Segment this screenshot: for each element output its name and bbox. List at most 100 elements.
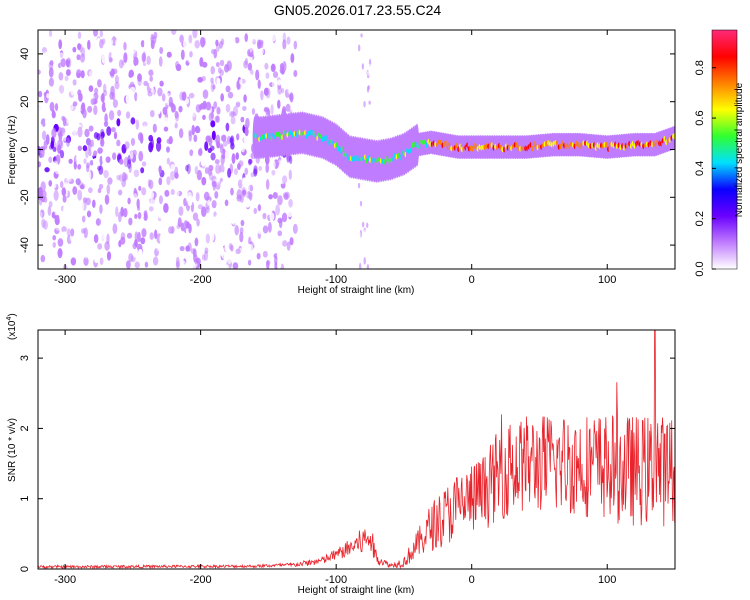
- heatmap-noise-cell: [205, 206, 210, 214]
- heatmap-noise-cell: [181, 260, 187, 269]
- heatmap-noise-cell: [85, 197, 91, 206]
- heatmap-noise-cell: [116, 118, 121, 127]
- heatmap-noise-cell: [170, 170, 175, 181]
- heatmap-noise-cell: [174, 249, 180, 257]
- heatmap-noise-cell: [242, 105, 247, 112]
- heatmap-noise-cell: [188, 223, 192, 234]
- heatmap-noise-cell: [159, 151, 164, 157]
- heatmap-noise-cell: [115, 206, 119, 218]
- heatmap-noise-cell: [262, 225, 269, 234]
- heatmap-noise-cell: [250, 172, 255, 178]
- heatmap-noise-cell: [77, 189, 83, 201]
- heatmap-noise-cell: [265, 178, 270, 190]
- heatmap-noise-cell: [79, 201, 85, 211]
- heatmap-noise-cell: [51, 127, 57, 139]
- heatmap-noise-cell: [123, 52, 128, 63]
- heatmap-noise-cell: [191, 124, 196, 136]
- heatmap-noise-cell: [62, 205, 67, 213]
- snr-ytick-label: 3: [19, 355, 31, 361]
- heatmap-noise-cell: [110, 72, 115, 79]
- heatmap-noise-cell: [59, 180, 64, 189]
- heatmap-noise-cell: [247, 224, 252, 232]
- heatmap-noise-cell: [240, 258, 245, 265]
- heatmap-noise-cell: [113, 131, 118, 140]
- heatmap-noise-cell: [92, 245, 98, 252]
- heatmap-noise-cell: [277, 257, 282, 269]
- heatmap-noise-cell: [138, 150, 144, 162]
- heatmap-noise-cell: [150, 138, 155, 149]
- heatmap-noise-cell: [248, 243, 254, 252]
- heatmap-noise-cell: [101, 54, 106, 64]
- heatmap-noise-cell: [93, 105, 98, 116]
- heatmap-noise-cell: [194, 164, 198, 175]
- heatmap-noise-cell: [80, 70, 85, 79]
- heatmap-noise-cell: [41, 47, 47, 54]
- heatmap-noise-cell: [162, 106, 168, 116]
- heatmap-noise-cell: [227, 91, 234, 99]
- heatmap-noise-cell: [287, 208, 293, 218]
- heatmap-noise-cell: [97, 187, 102, 194]
- heatmap-noise-cell: [107, 203, 113, 211]
- heatmap-noise-cell: [128, 253, 134, 263]
- heatmap-noise-cell: [243, 60, 248, 69]
- heatmap-noise-cell: [87, 234, 93, 245]
- heatmap-noise-cell: [54, 103, 59, 111]
- heatmap-noise-cell: [116, 174, 121, 181]
- heatmap-noise-cell: [43, 220, 48, 230]
- heatmap-noise-cell: [162, 236, 168, 245]
- heatmap-noise-cell: [187, 195, 193, 207]
- heatmap-noise-cell: [136, 93, 142, 104]
- heatmap-noise-cell: [54, 86, 58, 96]
- heatmap-noise-cell: [154, 229, 158, 240]
- heatmap-noise-cell: [61, 115, 65, 121]
- heatmap-noise-cell: [188, 92, 195, 99]
- heatmap-noise-cell: [137, 36, 143, 42]
- heatmap-noise-cell: [207, 135, 212, 142]
- heatmap-noise-cell: [364, 66, 367, 72]
- heatmap-noise-cell: [241, 41, 246, 49]
- heatmap-noise-cell: [278, 159, 284, 165]
- heatmap-noise-cell: [74, 235, 80, 245]
- heatmap-noise-cell: [255, 257, 262, 268]
- heatmap-noise-cell: [50, 140, 55, 149]
- heatmap-noise-cell: [42, 230, 49, 239]
- heatmap-noise-cell: [293, 40, 298, 50]
- heatmap-noise-cell: [43, 139, 48, 150]
- heatmap-noise-cell: [202, 89, 209, 99]
- heatmap-noise-cell: [282, 39, 287, 50]
- heatmap-noise-cell: [114, 75, 119, 84]
- heatmap-noise-cell: [72, 125, 78, 136]
- heatmap-noise-cell: [120, 232, 126, 241]
- heatmap-noise-cell: [53, 189, 59, 201]
- heatmap-noise-cell: [177, 217, 182, 228]
- heatmap-noise-cell: [137, 174, 143, 184]
- heatmap-noise-cell: [174, 111, 180, 122]
- heatmap-noise-cell: [62, 195, 67, 203]
- heatmap-noise-cell: [363, 125, 366, 133]
- heatmap-noise-cell: [199, 57, 204, 67]
- heatmap-noise-cell: [219, 144, 224, 154]
- heatmap-noise-cell: [236, 189, 242, 200]
- heatmap-noise-cell: [366, 264, 370, 269]
- heatmap-noise-cell: [98, 165, 104, 175]
- heatmap-noise-cell: [253, 165, 258, 175]
- heatmap-noise-cell: [204, 141, 209, 151]
- heatmap-noise-cell: [66, 117, 71, 124]
- heatmap-noise-cell: [171, 104, 177, 113]
- heatmap-noise-cell: [271, 63, 276, 71]
- heatmap-noise-cell: [128, 162, 132, 173]
- heatmap-noise-cell: [358, 219, 362, 225]
- heatmap-noise-cell: [364, 72, 367, 78]
- heatmap-noise-cell: [235, 248, 241, 255]
- heatmap-noise-cell: [162, 221, 167, 227]
- heatmap-noise-cell: [200, 259, 205, 269]
- heatmap-noise-cell: [138, 94, 143, 103]
- heatmap-noise-cell: [81, 102, 86, 113]
- heatmap-noise-cell: [256, 100, 262, 107]
- heatmap-noise-cell: [252, 35, 256, 44]
- heatmap-noise-cell: [193, 170, 198, 177]
- heatmap-noise-cell: [107, 65, 112, 72]
- heatmap-noise-cell: [361, 53, 364, 60]
- heatmap-noise-cell: [192, 212, 199, 221]
- heatmap-noise-cell: [215, 39, 219, 47]
